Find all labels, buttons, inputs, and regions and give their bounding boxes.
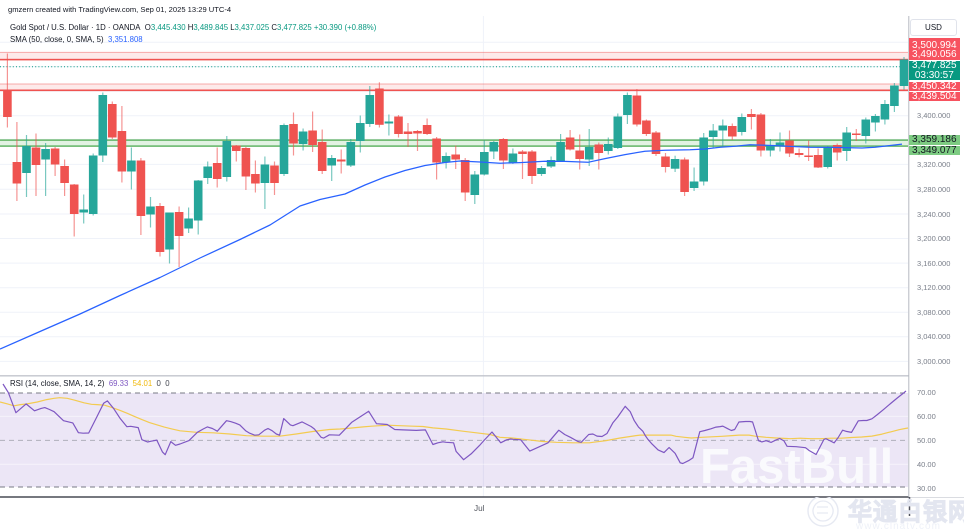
svg-text:FastBull: FastBull (700, 440, 893, 494)
svg-text:华通白银网: 华通白银网 (848, 498, 964, 526)
svg-text:www.clnatv.com: www.clnatv.com (855, 521, 941, 529)
